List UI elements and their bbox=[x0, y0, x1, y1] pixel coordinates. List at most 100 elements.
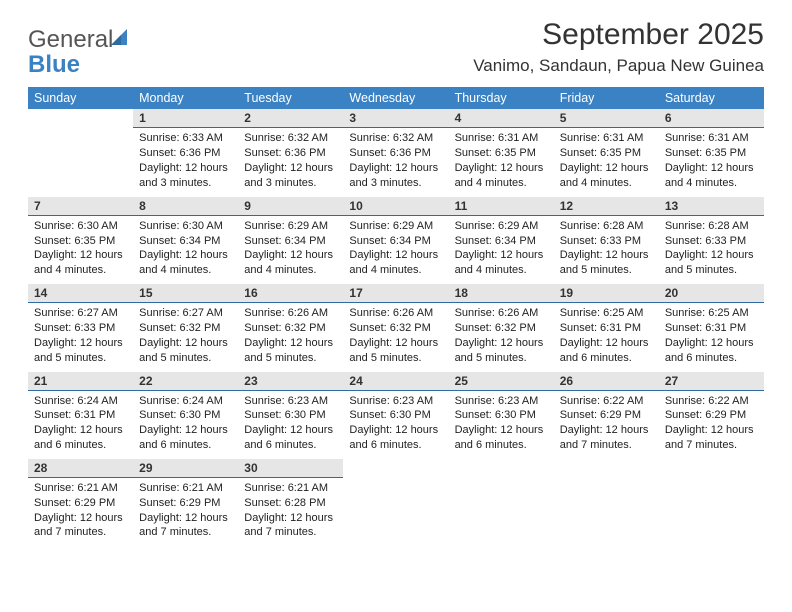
daylight-text: Daylight: 12 hours and 3 minutes. bbox=[139, 161, 232, 191]
calendar-day-cell: 8 Sunrise: 6:30 AMSunset: 6:34 PMDaylight… bbox=[133, 197, 238, 284]
calendar-day-cell bbox=[28, 109, 133, 196]
calendar-day-cell: 9Sunrise: 6:29 AMSunset: 6:34 PMDaylight… bbox=[238, 197, 343, 284]
day-number: 23 bbox=[238, 372, 343, 391]
daylight-text: Daylight: 12 hours and 4 minutes. bbox=[560, 161, 653, 191]
sunset-text: Sunset: 6:29 PM bbox=[665, 408, 758, 423]
calendar-week-row: 1Sunrise: 6:33 AMSunset: 6:36 PMDaylight… bbox=[28, 109, 764, 196]
day-details: Sunrise: 6:24 AMSunset: 6:31 PMDaylight:… bbox=[28, 391, 133, 459]
calendar-day-cell: 7Sunrise: 6:30 AMSunset: 6:35 PMDaylight… bbox=[28, 197, 133, 284]
sunrise-text: Sunrise: 6:31 AM bbox=[455, 131, 548, 146]
day-number: 10 bbox=[343, 197, 448, 216]
calendar-day-cell: 23Sunrise: 6:23 AMSunset: 6:30 PMDayligh… bbox=[238, 372, 343, 459]
day-details bbox=[343, 478, 448, 487]
sunset-text: Sunset: 6:32 PM bbox=[139, 321, 232, 336]
daylight-text: Daylight: 12 hours and 7 minutes. bbox=[139, 511, 232, 541]
day-number: 22 bbox=[133, 372, 238, 391]
day-details: Sunrise: 6:31 AMSunset: 6:35 PMDaylight:… bbox=[554, 128, 659, 196]
day-number: 16 bbox=[238, 284, 343, 303]
day-details: Sunrise: 6:28 AMSunset: 6:33 PMDaylight:… bbox=[554, 216, 659, 284]
weekday-header: Saturday bbox=[659, 87, 764, 109]
sunrise-text: Sunrise: 6:33 AM bbox=[139, 131, 232, 146]
sunset-text: Sunset: 6:34 PM bbox=[139, 234, 232, 249]
day-number: 12 bbox=[554, 197, 659, 216]
day-number: 9 bbox=[238, 197, 343, 216]
calendar-day-cell: 2Sunrise: 6:32 AMSunset: 6:36 PMDaylight… bbox=[238, 109, 343, 196]
day-number: 26 bbox=[554, 372, 659, 391]
sunrise-text: Sunrise: 6:26 AM bbox=[244, 306, 337, 321]
weekday-header: Sunday bbox=[28, 87, 133, 109]
daylight-text: Daylight: 12 hours and 6 minutes. bbox=[34, 423, 127, 453]
day-number: 8 bbox=[133, 197, 238, 216]
sunrise-text: Sunrise: 6:31 AM bbox=[665, 131, 758, 146]
sunrise-text: Sunrise: 6:32 AM bbox=[244, 131, 337, 146]
daylight-text: Daylight: 12 hours and 5 minutes. bbox=[349, 336, 442, 366]
calendar-day-cell bbox=[449, 459, 554, 546]
sunset-text: Sunset: 6:36 PM bbox=[244, 146, 337, 161]
sunrise-text: Sunrise: 6:29 AM bbox=[244, 219, 337, 234]
sunrise-text: Sunrise: 6:23 AM bbox=[244, 394, 337, 409]
day-details: Sunrise: 6:28 AMSunset: 6:33 PMDaylight:… bbox=[659, 216, 764, 284]
day-number: 13 bbox=[659, 197, 764, 216]
day-details: Sunrise: 6:23 AMSunset: 6:30 PMDaylight:… bbox=[238, 391, 343, 459]
sunrise-text: Sunrise: 6:29 AM bbox=[455, 219, 548, 234]
sunset-text: Sunset: 6:36 PM bbox=[349, 146, 442, 161]
sunrise-text: Sunrise: 6:24 AM bbox=[139, 394, 232, 409]
daylight-text: Daylight: 12 hours and 7 minutes. bbox=[244, 511, 337, 541]
calendar-day-cell: 4Sunrise: 6:31 AMSunset: 6:35 PMDaylight… bbox=[449, 109, 554, 196]
sunrise-text: Sunrise: 6:30 AM bbox=[139, 219, 232, 234]
daylight-text: Daylight: 12 hours and 7 minutes. bbox=[560, 423, 653, 453]
sunset-text: Sunset: 6:35 PM bbox=[665, 146, 758, 161]
day-details: Sunrise: 6:31 AMSunset: 6:35 PMDaylight:… bbox=[659, 128, 764, 196]
calendar-day-cell: 25Sunrise: 6:23 AMSunset: 6:30 PMDayligh… bbox=[449, 372, 554, 459]
day-number: 18 bbox=[449, 284, 554, 303]
day-number: 27 bbox=[659, 372, 764, 391]
day-number: 30 bbox=[238, 459, 343, 478]
day-details: Sunrise: 6:22 AMSunset: 6:29 PMDaylight:… bbox=[659, 391, 764, 459]
weekday-header: Wednesday bbox=[343, 87, 448, 109]
calendar-week-row: 21Sunrise: 6:24 AMSunset: 6:31 PMDayligh… bbox=[28, 372, 764, 459]
calendar-day-cell: 6Sunrise: 6:31 AMSunset: 6:35 PMDaylight… bbox=[659, 109, 764, 196]
day-details: Sunrise: 6:23 AMSunset: 6:30 PMDaylight:… bbox=[449, 391, 554, 459]
sunrise-text: Sunrise: 6:23 AM bbox=[349, 394, 442, 409]
calendar-table: Sunday Monday Tuesday Wednesday Thursday… bbox=[28, 87, 764, 546]
sunset-text: Sunset: 6:32 PM bbox=[244, 321, 337, 336]
day-number: 3 bbox=[343, 109, 448, 128]
day-details: Sunrise: 6:24 AMSunset: 6:30 PMDaylight:… bbox=[133, 391, 238, 459]
calendar-day-cell: 12Sunrise: 6:28 AMSunset: 6:33 PMDayligh… bbox=[554, 197, 659, 284]
logo-text: General Blue bbox=[28, 24, 131, 77]
sunset-text: Sunset: 6:33 PM bbox=[34, 321, 127, 336]
daylight-text: Daylight: 12 hours and 4 minutes. bbox=[455, 248, 548, 278]
day-number: 14 bbox=[28, 284, 133, 303]
day-number: 19 bbox=[554, 284, 659, 303]
day-details: Sunrise: 6:26 AMSunset: 6:32 PMDaylight:… bbox=[343, 303, 448, 371]
sunset-text: Sunset: 6:35 PM bbox=[560, 146, 653, 161]
sunset-text: Sunset: 6:33 PM bbox=[560, 234, 653, 249]
sunrise-text: Sunrise: 6:25 AM bbox=[560, 306, 653, 321]
sunset-text: Sunset: 6:34 PM bbox=[455, 234, 548, 249]
calendar-day-cell: 26Sunrise: 6:22 AMSunset: 6:29 PMDayligh… bbox=[554, 372, 659, 459]
day-number: 15 bbox=[133, 284, 238, 303]
day-details bbox=[659, 478, 764, 487]
calendar-day-cell: 14Sunrise: 6:27 AMSunset: 6:33 PMDayligh… bbox=[28, 284, 133, 371]
daylight-text: Daylight: 12 hours and 6 minutes. bbox=[665, 336, 758, 366]
day-details bbox=[28, 128, 133, 137]
sunrise-text: Sunrise: 6:28 AM bbox=[560, 219, 653, 234]
calendar-page: General Blue September 2025 Vanimo, Sand… bbox=[0, 0, 792, 564]
calendar-day-cell: 18Sunrise: 6:26 AMSunset: 6:32 PMDayligh… bbox=[449, 284, 554, 371]
sunrise-text: Sunrise: 6:31 AM bbox=[560, 131, 653, 146]
day-details: Sunrise: 6:25 AMSunset: 6:31 PMDaylight:… bbox=[659, 303, 764, 371]
calendar-body: 1Sunrise: 6:33 AMSunset: 6:36 PMDaylight… bbox=[28, 109, 764, 546]
day-details bbox=[449, 478, 554, 487]
sunrise-text: Sunrise: 6:26 AM bbox=[455, 306, 548, 321]
calendar-week-row: 28Sunrise: 6:21 AMSunset: 6:29 PMDayligh… bbox=[28, 459, 764, 546]
daylight-text: Daylight: 12 hours and 4 minutes. bbox=[455, 161, 548, 191]
sunset-text: Sunset: 6:29 PM bbox=[560, 408, 653, 423]
daylight-text: Daylight: 12 hours and 6 minutes. bbox=[455, 423, 548, 453]
sunrise-text: Sunrise: 6:25 AM bbox=[665, 306, 758, 321]
daylight-text: Daylight: 12 hours and 5 minutes. bbox=[560, 248, 653, 278]
calendar-title: September 2025 bbox=[473, 18, 764, 52]
day-details: Sunrise: 6:26 AMSunset: 6:32 PMDaylight:… bbox=[449, 303, 554, 371]
sunset-text: Sunset: 6:35 PM bbox=[455, 146, 548, 161]
sunrise-text: Sunrise: 6:23 AM bbox=[455, 394, 548, 409]
daylight-text: Daylight: 12 hours and 4 minutes. bbox=[139, 248, 232, 278]
